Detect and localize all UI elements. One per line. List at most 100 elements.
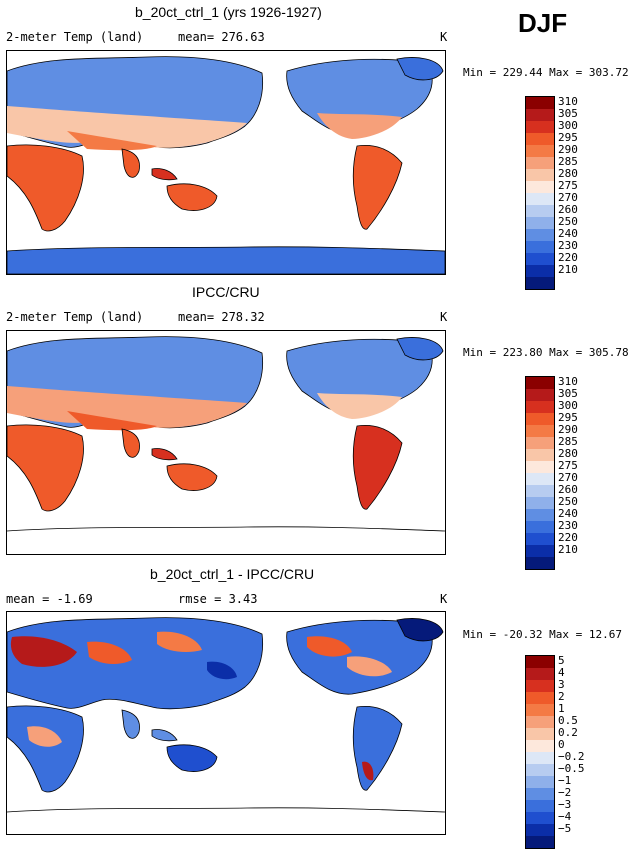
colorbar-box (526, 437, 554, 449)
colorbar-tick: −0.5 (558, 762, 585, 775)
colorbar-tick: 275 (558, 459, 578, 472)
colorbar-tick: 300 (558, 399, 578, 412)
rmse-label: rmse = 3.43 (178, 592, 258, 606)
colorbar-tick: 290 (558, 143, 578, 156)
map-panel-difference (6, 611, 446, 835)
colorbar-tick: 305 (558, 387, 578, 400)
colorbar-tick: 230 (558, 519, 578, 532)
colorbar-tick: 240 (558, 227, 578, 240)
colorbar-tick: 2 (558, 690, 565, 703)
colorbar-tick: 305 (558, 107, 578, 120)
units-label: K (440, 592, 448, 606)
colorbar-tick: 0 (558, 738, 565, 751)
mean-label: mean = -1.69 (6, 592, 93, 606)
colorbar-tick: 0.5 (558, 714, 578, 727)
colorbar-tick: 300 (558, 119, 578, 132)
units-label: K (440, 310, 448, 324)
colorbar-tick: 230 (558, 239, 578, 252)
australia-landmass (166, 183, 218, 211)
colorbar-tick: 240 (558, 507, 578, 520)
africa-landmass (7, 424, 84, 512)
colorbar-box (526, 740, 554, 752)
colorbar-tick: 295 (558, 411, 578, 424)
colorbar-tick: 310 (558, 95, 578, 108)
colorbar-tick: −5 (558, 822, 572, 835)
colorbar-box (526, 704, 554, 716)
colorbar-tick: −4 (558, 810, 572, 823)
colorbar-box (526, 533, 554, 545)
mean-label: mean= 276.63 (178, 30, 265, 44)
panel-title: b_20ct_ctrl_1 - IPCC/CRU (150, 566, 315, 582)
colorbar-tick: −0.2 (558, 750, 585, 763)
colorbar (525, 96, 555, 290)
colorbar-box (526, 205, 554, 217)
colorbar-tick: 210 (558, 543, 578, 556)
africa-landmass (7, 144, 84, 232)
colorbar-box (526, 193, 554, 205)
colorbar-box (526, 752, 554, 764)
colorbar-box (526, 557, 554, 569)
map-panel-model (6, 50, 446, 275)
antarctica-landmass (7, 246, 445, 274)
colorbar-tick: 290 (558, 423, 578, 436)
antarctica-outline (7, 807, 445, 813)
colorbar-box (526, 425, 554, 437)
colorbar-tick: 310 (558, 375, 578, 388)
colorbar-tick: 295 (558, 131, 578, 144)
colorbar-tick-labels: 310 305 300 295 290 285 280 275 270 260 … (558, 376, 578, 556)
australia-landmass (166, 463, 218, 491)
min-max-label: Min = 229.44 Max = 303.72 (463, 66, 629, 79)
colorbar-tick: 0.2 (558, 726, 578, 739)
season-label: DJF (518, 8, 568, 38)
colorbar-tick: 4 (558, 666, 565, 679)
colorbar-box (526, 265, 554, 277)
min-max-label: Min = 223.80 Max = 305.78 (463, 346, 629, 359)
colorbar-box (526, 449, 554, 461)
map-panel-observed (6, 330, 446, 555)
colorbar-box (526, 389, 554, 401)
colorbar-box (526, 521, 554, 533)
colorbar-box (526, 217, 554, 229)
colorbar-box (526, 800, 554, 812)
colorbar-box (526, 253, 554, 265)
colorbar-tick-labels: 5 4 3 2 1 0.5 0.2 0 −0.2 −0.5 −1 −2 −3 −… (558, 655, 585, 835)
colorbar-tick: 250 (558, 215, 578, 228)
colorbar-box (526, 836, 554, 848)
colorbar (525, 376, 555, 570)
antarctica-outline (7, 526, 445, 532)
south-america-landmass (352, 705, 403, 791)
colorbar-box (526, 788, 554, 800)
panel-title: b_20ct_ctrl_1 (yrs 1926-1927) (135, 4, 322, 20)
africa-landmass (7, 705, 84, 793)
min-max-label: Min = -20.32 Max = 12.67 (463, 628, 622, 641)
mean-label: mean= 278.32 (178, 310, 265, 324)
colorbar-tick: 280 (558, 167, 578, 180)
colorbar-box (526, 497, 554, 509)
australia-landmass (166, 744, 218, 772)
colorbar-tick: 260 (558, 483, 578, 496)
colorbar-box (526, 277, 554, 289)
colorbar-box (526, 181, 554, 193)
colorbar-box (526, 812, 554, 824)
colorbar-tick: 220 (558, 251, 578, 264)
colorbar-tick: 1 (558, 702, 565, 715)
colorbar-box (526, 401, 554, 413)
variable-label: 2-meter Temp (land) (6, 30, 144, 44)
eurasia-landmass (7, 617, 264, 710)
units-label: K (440, 30, 448, 44)
colorbar-tick: −1 (558, 774, 572, 787)
colorbar-box (526, 545, 554, 557)
colorbar-tick: 270 (558, 191, 578, 204)
colorbar-box (526, 509, 554, 521)
colorbar-tick: −2 (558, 786, 572, 799)
south-america-landmass (352, 424, 403, 510)
panel-title: IPCC/CRU (192, 284, 260, 300)
colorbar-box (526, 97, 554, 109)
colorbar-tick: 275 (558, 179, 578, 192)
colorbar-tick: 270 (558, 471, 578, 484)
colorbar-box (526, 692, 554, 704)
colorbar-box (526, 145, 554, 157)
colorbar-box (526, 776, 554, 788)
south-america-landmass (352, 144, 403, 230)
colorbar-tick: 260 (558, 203, 578, 216)
